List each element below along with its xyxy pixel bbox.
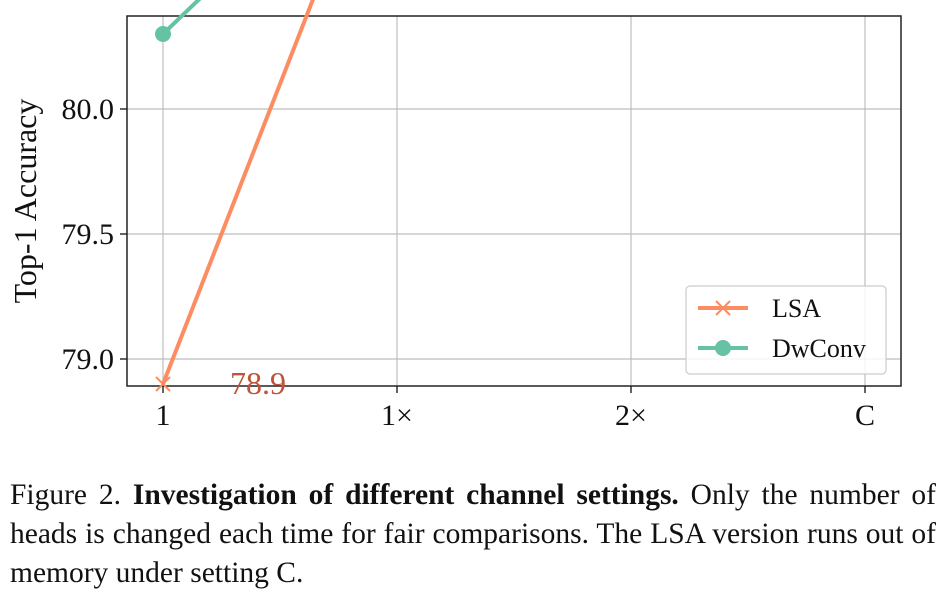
caption-rest: Only the number of heads is changed each… [10,479,936,589]
legend-item-lsa: LSA [698,294,821,323]
series-line-lsa [161,0,315,385]
marker-dwconv-0 [155,26,171,42]
legend: LSA DwConv [685,285,887,375]
x-tick-label-1: 1× [381,399,413,432]
plot-frame [126,15,902,387]
line-chart: 79.079.580.080.581.081.5 11×2×C Top-1 Ac… [7,0,902,432]
data-label-lsa-0: 78.9 [230,365,286,401]
y-axis-ticks: 79.079.580.080.581.081.5 [62,0,127,376]
data-labels: 78.981.381.280.381.281.481.6 [230,365,286,401]
y-tick-label-1: 79.5 [62,218,115,251]
legend-label-lsa: LSA [772,294,821,323]
y-axis-label: Top-1 Accuracy [7,99,43,304]
series-group [155,0,315,392]
y-tick-label-2: 80.0 [62,93,115,126]
series-line-dwconv [161,0,202,36]
x-tick-label-3: C [855,399,875,432]
x-axis-ticks: 1 1× 2× C [156,386,875,432]
caption-prefix: Figure 2. [10,479,133,511]
legend-label-dwconv: DwConv [772,334,866,363]
caption-bold: Investigation of different channel setti… [132,479,679,511]
legend-item-dwconv: DwConv [698,334,866,363]
marker-lsa-0 [155,376,171,392]
y-tick-label-3: 80.5 [62,0,115,1]
x-tick-label-0: 1 [156,399,171,432]
figure-caption: Figure 2. Investigation of different cha… [10,476,936,593]
x-tick-label-2: 2× [615,399,647,432]
y-tick-label-0: 79.0 [62,343,115,376]
